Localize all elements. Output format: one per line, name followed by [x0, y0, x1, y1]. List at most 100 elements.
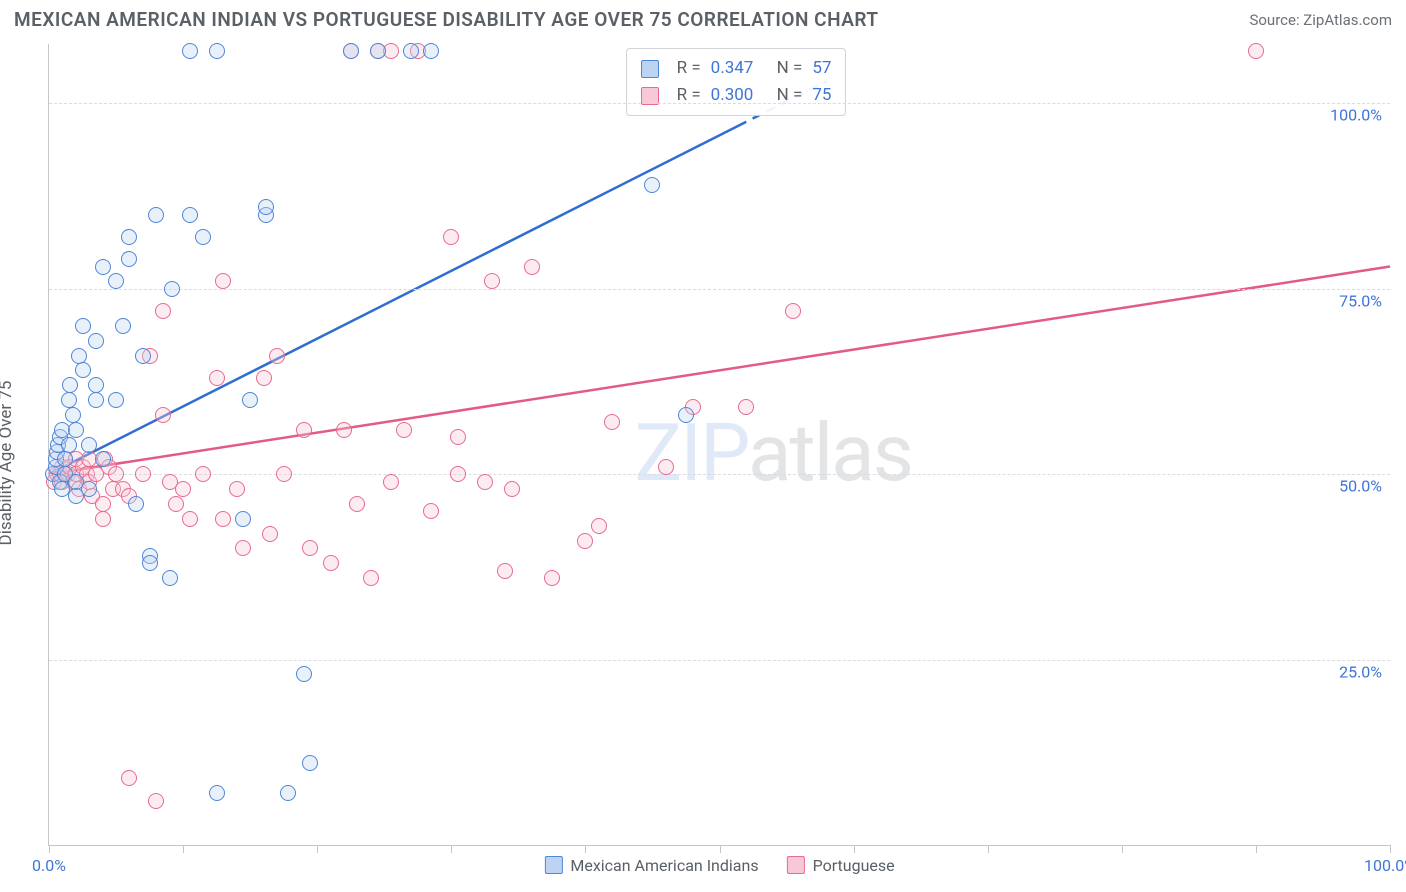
data-point [229, 481, 245, 497]
data-point [383, 474, 399, 490]
data-point [403, 43, 419, 59]
legend-swatch [641, 87, 659, 105]
data-point [95, 496, 111, 512]
legend-swatch [787, 856, 805, 874]
x-tick [49, 845, 50, 853]
data-point [504, 481, 520, 497]
watermark-atlas: atlas [748, 406, 912, 500]
data-point [644, 177, 660, 193]
gridline-h [49, 103, 1390, 104]
data-point [296, 422, 312, 438]
data-point [142, 555, 158, 571]
data-point [215, 273, 231, 289]
data-point [577, 533, 593, 549]
x-tick [183, 845, 184, 853]
data-point [450, 466, 466, 482]
data-point [443, 229, 459, 245]
data-point [497, 563, 513, 579]
data-point [128, 496, 144, 512]
data-point [68, 422, 84, 438]
stats-row: R = 0.347 N = 57 [641, 55, 832, 82]
data-point [591, 518, 607, 534]
chart-title: MEXICAN AMERICAN INDIAN VS PORTUGUESE DI… [14, 8, 879, 31]
data-point [544, 570, 560, 586]
data-point [155, 407, 171, 423]
x-tick [1390, 845, 1391, 853]
gridline-h [49, 289, 1390, 290]
data-point [349, 496, 365, 512]
data-point [423, 43, 439, 59]
x-tick [1122, 845, 1123, 853]
stats-legend: R =0.347N =57R =0.300N =75 [626, 48, 847, 116]
data-point [477, 474, 493, 490]
legend-swatch [544, 856, 562, 874]
data-point [155, 303, 171, 319]
y-axis-label: Disability Age Over 75 [0, 381, 16, 546]
data-point [235, 540, 251, 556]
source-label: Source: ZipAtlas.com [1249, 11, 1392, 29]
r-label: R = [677, 82, 701, 109]
x-tick [988, 845, 989, 853]
data-point [302, 755, 318, 771]
data-point [75, 362, 91, 378]
data-point [62, 377, 78, 393]
y-tick-label: 25.0% [1339, 662, 1382, 681]
data-point [95, 511, 111, 527]
data-point [658, 459, 674, 475]
data-point [262, 526, 278, 542]
data-point [95, 451, 111, 467]
x-tick [720, 845, 721, 853]
data-point [88, 333, 104, 349]
trend-lines [49, 44, 1390, 845]
data-point [182, 43, 198, 59]
data-point [95, 259, 111, 275]
legend-item: Mexican American Indians [544, 856, 758, 875]
watermark: ZIPatlas [634, 406, 912, 500]
data-point [1248, 43, 1264, 59]
legend-swatch [641, 60, 659, 78]
data-point [209, 785, 225, 801]
x-tick [451, 845, 452, 853]
data-point [88, 392, 104, 408]
data-point [121, 251, 137, 267]
r-value: 0.347 [711, 55, 767, 82]
data-point [65, 407, 81, 423]
data-point [785, 303, 801, 319]
data-point [164, 281, 180, 297]
r-label: R = [677, 55, 701, 82]
data-point [423, 503, 439, 519]
data-point [195, 229, 211, 245]
data-point [121, 770, 137, 786]
n-value: 57 [812, 55, 831, 82]
data-point [182, 207, 198, 223]
series-legend: Mexican American Indians Portuguese [544, 856, 894, 875]
data-point [370, 43, 386, 59]
trend-line [49, 267, 1390, 475]
data-point [195, 466, 211, 482]
gridline-h [49, 660, 1390, 661]
x-tick [585, 845, 586, 853]
data-point [280, 785, 296, 801]
data-point [148, 207, 164, 223]
stats-row: R =0.300N =75 [641, 82, 832, 109]
n-label: N = [777, 55, 803, 82]
data-point [209, 43, 225, 59]
data-point [168, 496, 184, 512]
data-point [296, 666, 312, 682]
data-point [235, 511, 251, 527]
x-tick [317, 845, 318, 853]
data-point [336, 422, 352, 438]
data-point [302, 540, 318, 556]
data-point [396, 422, 412, 438]
data-point [135, 348, 151, 364]
data-point [678, 407, 694, 423]
data-point [108, 466, 124, 482]
data-point [256, 370, 272, 386]
data-point [738, 399, 754, 415]
r-value: 0.300 [711, 82, 767, 109]
n-label: N = [777, 82, 803, 109]
data-point [175, 481, 191, 497]
legend-label: Mexican American Indians [570, 856, 758, 875]
chart-container: Disability Age Over 75 ZIPatlas R =0.347… [14, 44, 1396, 882]
legend-item: Portuguese [787, 856, 895, 875]
